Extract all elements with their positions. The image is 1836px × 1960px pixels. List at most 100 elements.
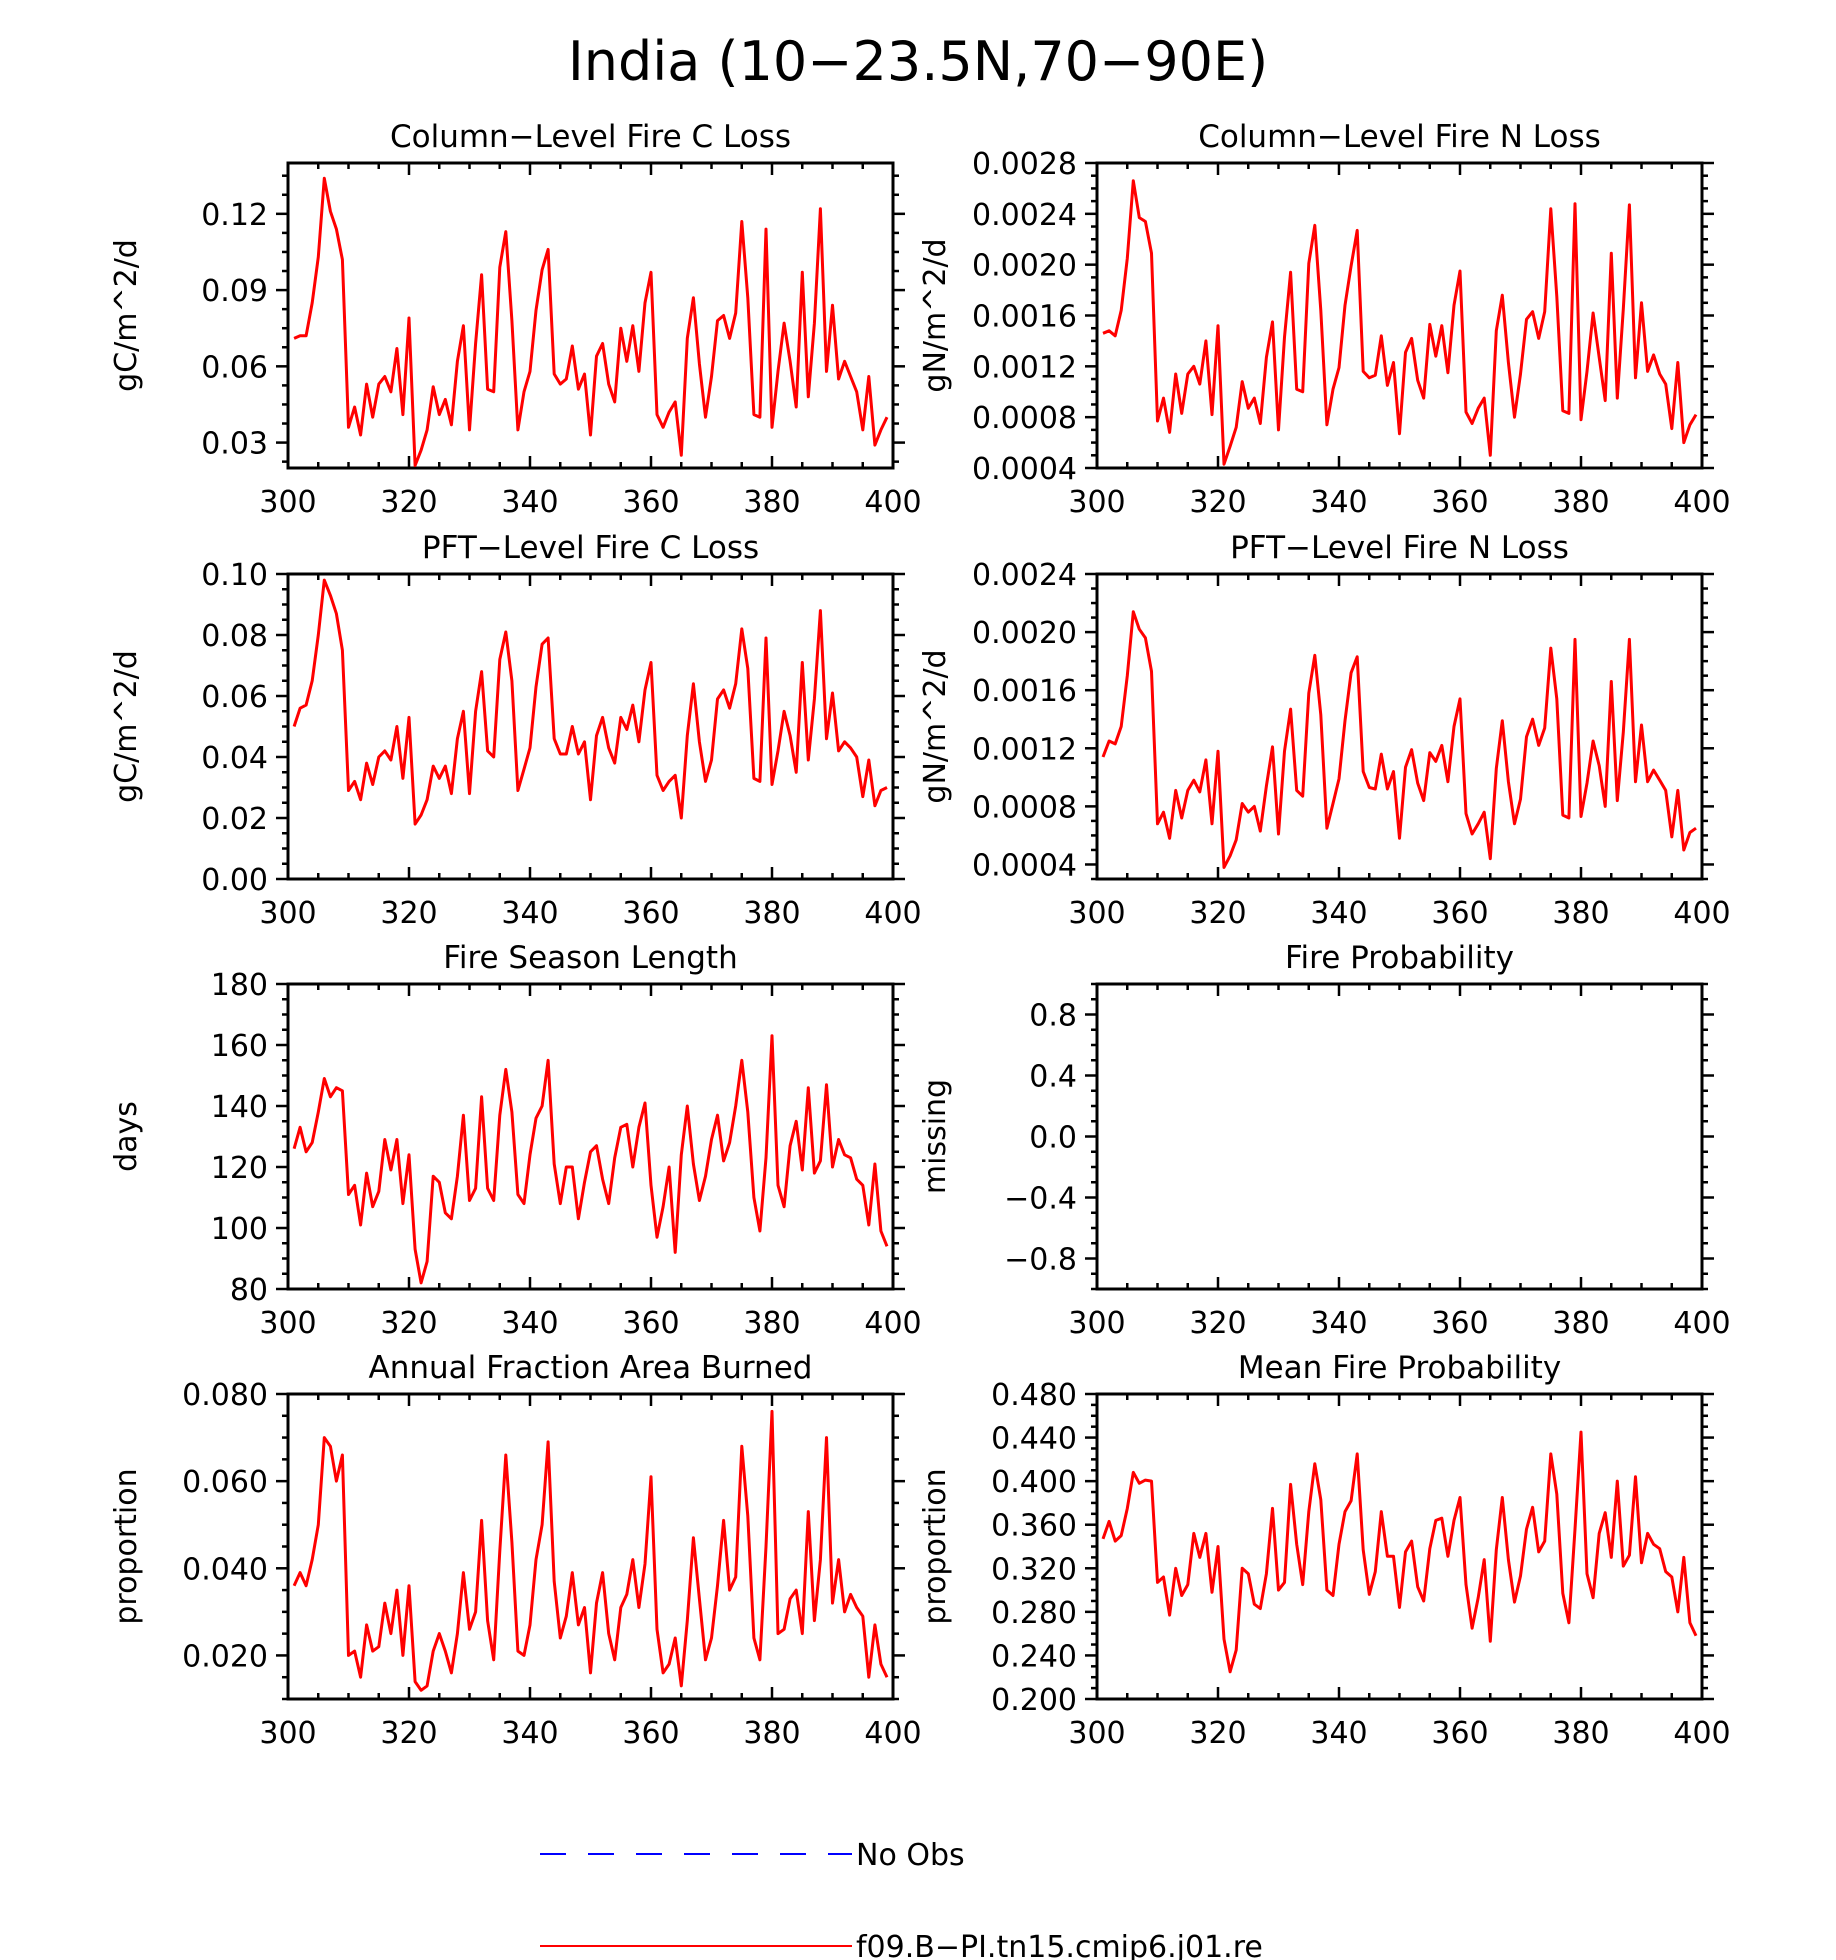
panel-title: Fire Season Length [443, 940, 737, 976]
y-tick-label: 80 [230, 1273, 268, 1308]
x-tick-label: 360 [1431, 1306, 1488, 1341]
y-tick-label: 160 [211, 1029, 268, 1064]
y-tick-label: 0.03 [201, 427, 268, 462]
y-tick-label: 0.0024 [972, 198, 1077, 233]
series-line [1101, 1430, 1698, 1674]
y-tick-label: 0.020 [182, 1639, 268, 1674]
y-tick-label: 0.240 [991, 1639, 1077, 1674]
x-tick-label: 340 [1310, 1716, 1367, 1751]
y-tick-label: 0.12 [201, 198, 268, 233]
y-tick-label: 0.0020 [972, 249, 1077, 284]
y-axis-label: gC/m^2/d [109, 650, 144, 803]
x-tick-label: 380 [743, 485, 800, 520]
y-tick-label: 0.4 [1029, 1060, 1077, 1095]
plot-frame [286, 572, 895, 881]
x-tick-label: 380 [1552, 1716, 1609, 1751]
y-tick-label: 0.200 [991, 1683, 1077, 1718]
series-line [292, 578, 888, 826]
panel-title: Fire Probability [1285, 940, 1514, 976]
y-tick-label: 0.040 [182, 1552, 268, 1587]
y-axis-label: gC/m^2/d [109, 239, 144, 392]
x-tick-label: 340 [501, 1716, 558, 1751]
y-tick-label: 0.00 [201, 863, 268, 898]
x-tick-label: 400 [864, 1306, 921, 1341]
x-tick-label: 320 [380, 485, 437, 520]
x-tick-label: 400 [1673, 485, 1730, 520]
y-tick-label: 0.080 [182, 1378, 268, 1413]
y-tick-label: 0.0016 [972, 674, 1077, 709]
x-tick-label: 340 [501, 1306, 558, 1341]
x-tick-label: 300 [1068, 485, 1125, 520]
x-tick-label: 360 [622, 1306, 679, 1341]
series-line [292, 1409, 889, 1692]
y-tick-label: 0.280 [991, 1596, 1077, 1631]
x-tick-label: 300 [1068, 896, 1125, 931]
x-tick-label: 400 [864, 485, 921, 520]
y-tick-label: 0.320 [991, 1552, 1077, 1587]
series-line [292, 1034, 889, 1285]
y-tick-label: 100 [211, 1212, 268, 1247]
y-tick-label: 0.0 [1029, 1121, 1077, 1156]
panel-5: 300 320 340 360 380 400 80 100 120 140 160 180 Fire … [109, 940, 922, 1341]
panel-1: 300 320 340 360 380 400 0.03 0.06 0.09 0.12 Column… [109, 119, 922, 520]
x-tick-label: 380 [1552, 1306, 1609, 1341]
y-axis-label: gN/m^2/d [918, 238, 953, 392]
y-tick-label: 0.02 [201, 802, 268, 837]
y-tick-label: 0.06 [201, 680, 268, 715]
panel-title: Column−Level Fire C Loss [390, 119, 791, 155]
panel-title: Mean Fire Probability [1238, 1350, 1561, 1386]
y-tick-label: 180 [211, 968, 268, 1003]
x-tick-label: 380 [743, 1306, 800, 1341]
x-tick-label: 400 [1673, 896, 1730, 931]
panel-2: 300 320 340 360 380 400 0.0004 0.0008 0.0012 0.00… [918, 119, 1731, 520]
panel-title: Column−Level Fire N Loss [1198, 119, 1601, 155]
x-tick-label: 320 [380, 1306, 437, 1341]
x-tick-label: 340 [501, 485, 558, 520]
x-tick-label: 320 [380, 1716, 437, 1751]
y-tick-label: 0.08 [201, 619, 268, 654]
x-tick-label: 380 [1552, 896, 1609, 931]
y-axis-label: proportion [109, 1468, 144, 1624]
x-tick-label: 300 [259, 485, 316, 520]
y-tick-label: 140 [211, 1090, 268, 1125]
legend: No Obs f09.B−PI.tn15.cmip6.j01.re [540, 1838, 1263, 1960]
y-tick-label: 0.0020 [972, 616, 1077, 651]
x-tick-label: 320 [1189, 485, 1246, 520]
panel-title: PFT−Level Fire C Loss [422, 530, 759, 566]
x-tick-label: 320 [1189, 1306, 1246, 1341]
y-tick-label: 0.10 [201, 558, 268, 593]
x-tick-label: 300 [259, 896, 316, 931]
x-tick-label: 300 [1068, 1716, 1125, 1751]
panel-7: 300 320 340 360 380 400 0.020 0.040 0.060 0.080 An… [109, 1350, 922, 1751]
x-tick-label: 300 [1068, 1306, 1125, 1341]
panels: 300 320 340 360 380 400 0.03 0.06 0.09 0.12 Column… [109, 119, 1731, 1751]
x-tick-label: 400 [864, 896, 921, 931]
y-axis-label: gN/m^2/d [918, 649, 953, 803]
panel-3: 300 320 340 360 380 400 0.00 0.02 0.04 0.06 0.08 0.… [109, 530, 922, 931]
y-tick-label: 0.8 [1029, 999, 1077, 1034]
y-tick-label: 0.360 [991, 1509, 1077, 1544]
y-tick-label: 0.09 [201, 274, 268, 309]
x-tick-label: 360 [622, 1716, 679, 1751]
legend-model-label: f09.B−PI.tn15.cmip6.j01.re [856, 1930, 1263, 1960]
x-tick-label: 320 [1189, 896, 1246, 931]
y-tick-label: 0.0012 [972, 350, 1077, 385]
x-tick-label: 300 [259, 1306, 316, 1341]
legend-obs-label: No Obs [856, 1838, 965, 1873]
plot-frame [286, 982, 895, 1291]
y-axis-label: proportion [918, 1468, 953, 1624]
y-tick-label: 0.440 [991, 1422, 1077, 1457]
plot-frame [286, 1392, 895, 1701]
panel-8: 300 320 340 360 380 400 0.200 0.240 0.280 0.320 0.… [918, 1350, 1731, 1751]
series-line [1101, 610, 1697, 869]
y-tick-label: 0.400 [991, 1465, 1077, 1500]
x-tick-label: 340 [501, 896, 558, 931]
x-tick-label: 380 [743, 1716, 800, 1751]
y-tick-label: 0.0004 [972, 848, 1077, 883]
y-axis-label: days [109, 1101, 144, 1172]
x-tick-label: 400 [1673, 1306, 1730, 1341]
series-line [1102, 179, 1698, 466]
y-tick-label: 0.0004 [972, 452, 1077, 487]
y-tick-label: 0.0016 [972, 300, 1077, 335]
